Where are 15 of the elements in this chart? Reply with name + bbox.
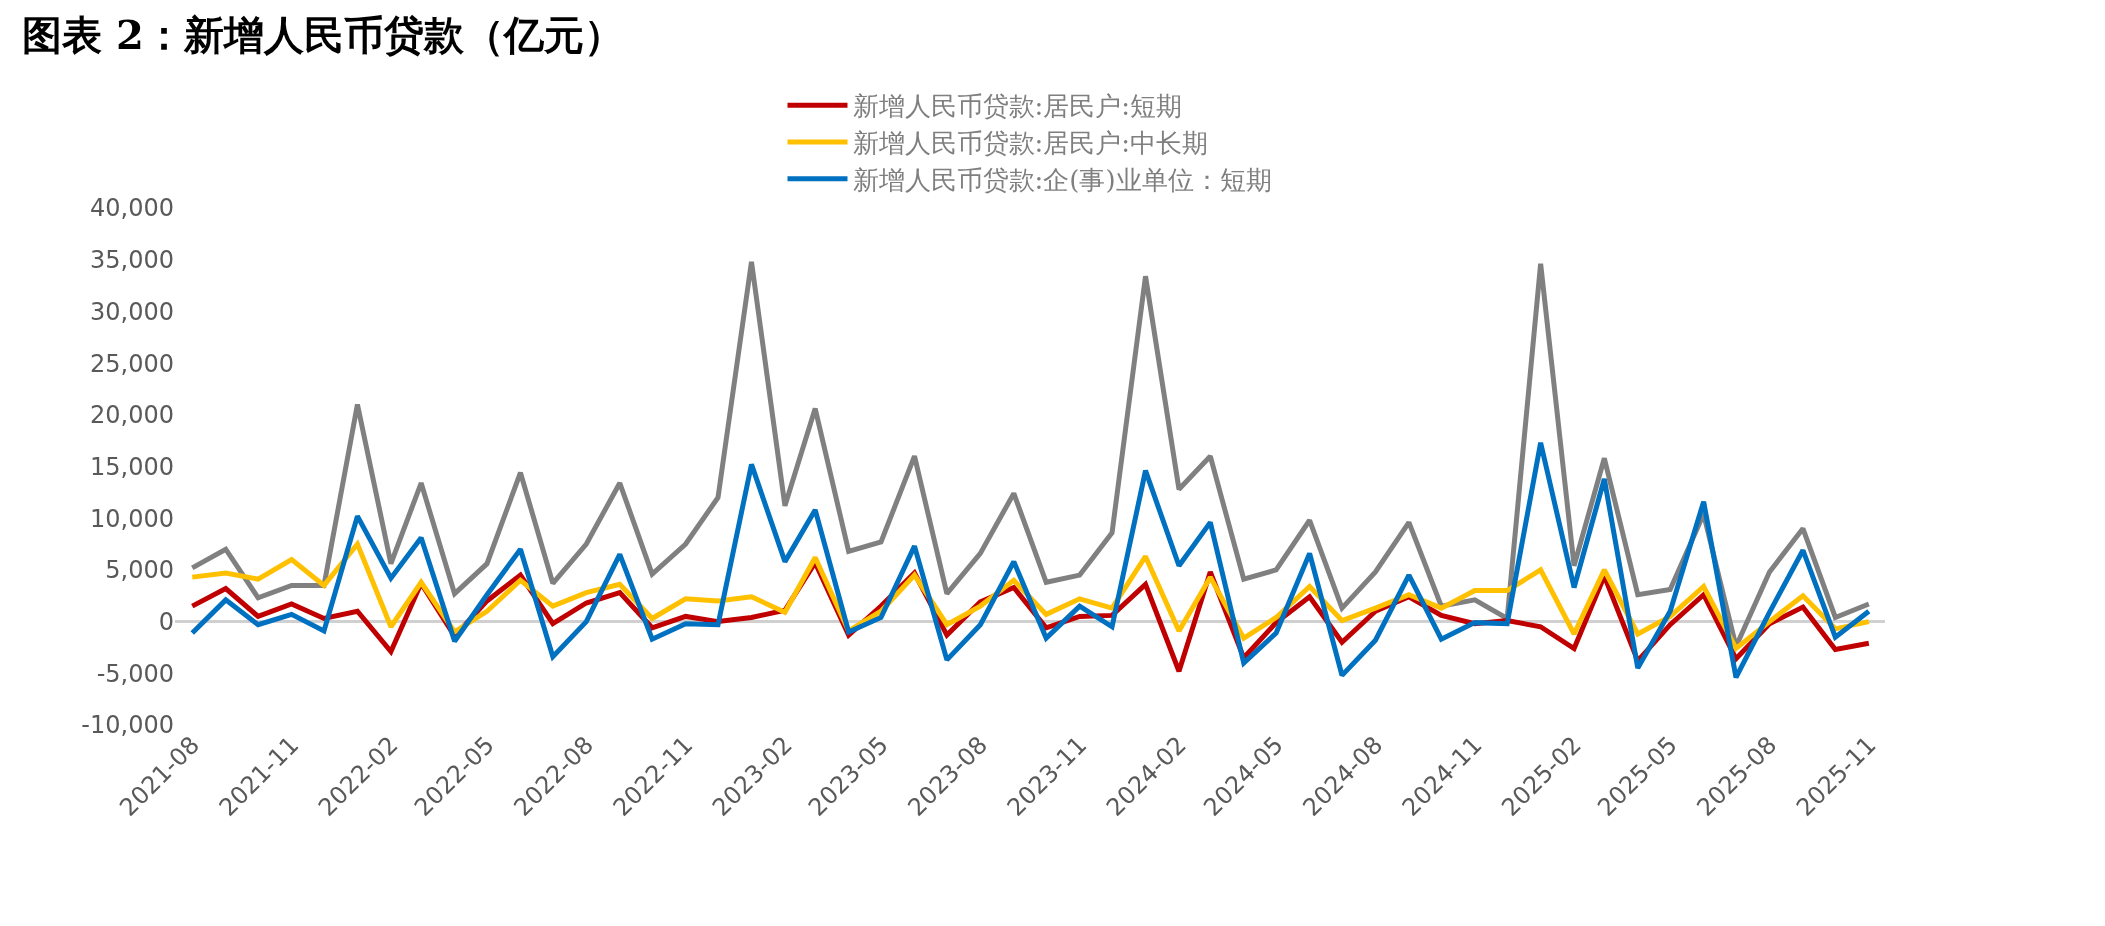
legend-label: 新增人民币贷款:企(事)业单位：短期 (852, 164, 1272, 195)
chart-title: 图表 2：新增人民币贷款（亿元） (22, 10, 624, 60)
y-tick-label: 0 (158, 608, 174, 636)
y-tick-label: 5,000 (105, 556, 174, 585)
y-tick-label: 20,000 (90, 401, 174, 430)
y-tick-label: -10,000 (81, 711, 174, 740)
y-tick-label: 35,000 (90, 246, 174, 275)
y-tick-label: 10,000 (90, 504, 174, 533)
y-tick-label: -5,000 (96, 659, 174, 688)
y-tick-label: 15,000 (90, 452, 174, 481)
y-tick-label: 25,000 (90, 349, 174, 378)
y-tick-label: 40,000 (90, 194, 174, 223)
legend-label: 新增人民币贷款:居民户:中长期 (852, 128, 1209, 159)
y-tick-label: 30,000 (90, 297, 174, 326)
legend-label: 新增人民币贷款:居民户:短期 (852, 91, 1183, 122)
